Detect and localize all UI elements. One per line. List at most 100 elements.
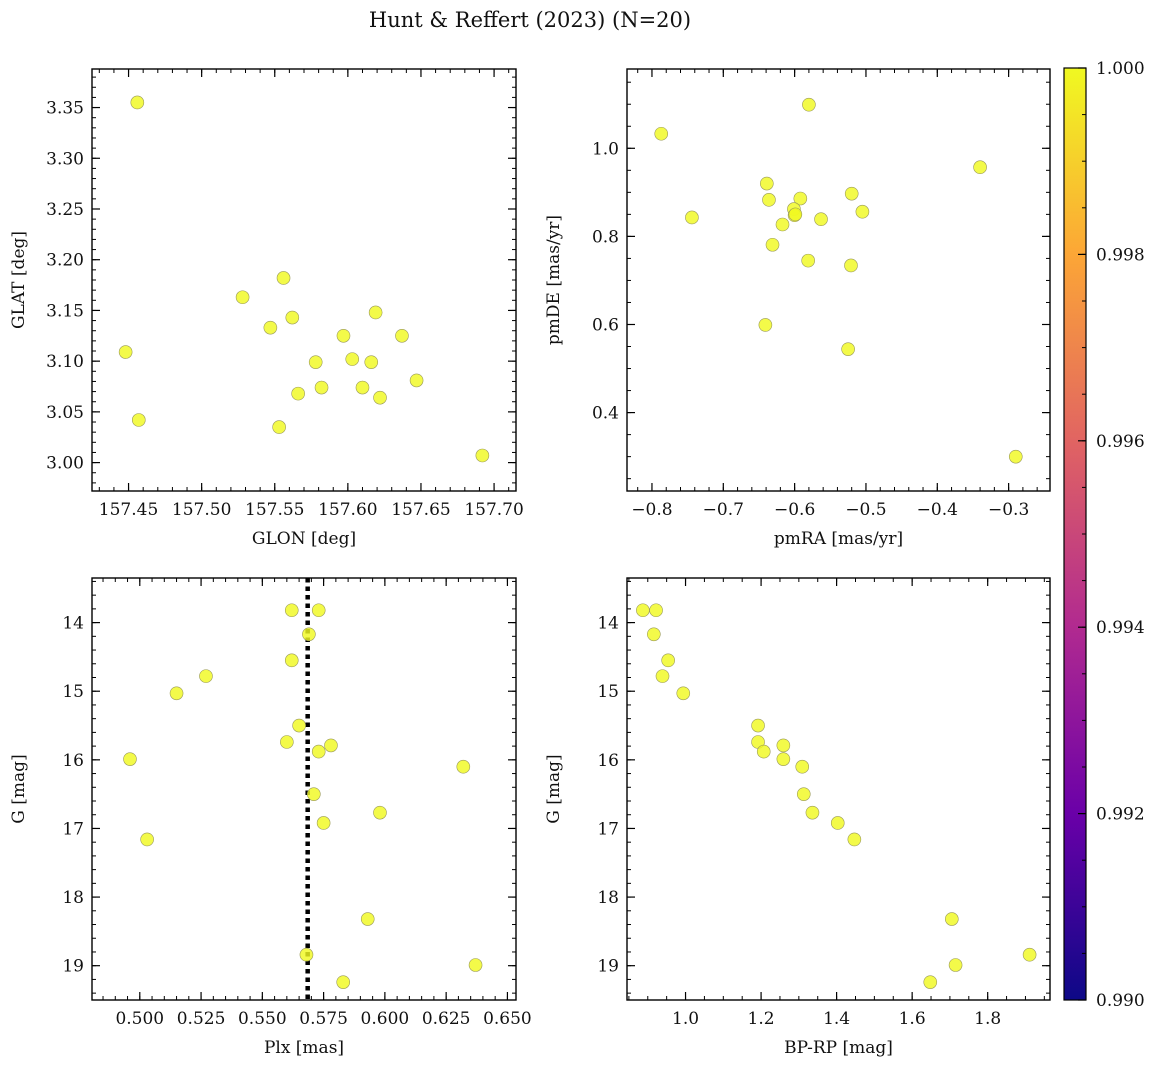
- data-point: [199, 669, 213, 683]
- y-tick-label: 0.4: [592, 404, 619, 424]
- data-point: [373, 390, 387, 405]
- y-tick-label: 14: [62, 614, 84, 634]
- data-point: [468, 958, 483, 972]
- y-axis-label: GLAT [deg]: [9, 231, 29, 329]
- data-point: [758, 318, 773, 332]
- y-tick-label: 0.6: [592, 315, 619, 335]
- data-point: [776, 752, 791, 766]
- data-point: [802, 97, 816, 112]
- y-tick-label: 3.10: [46, 352, 84, 372]
- data-point: [973, 160, 987, 175]
- data-point: [841, 342, 855, 356]
- x-tick-label: 157.50: [172, 500, 231, 520]
- data-point: [661, 653, 675, 668]
- x-tick-label: 0.575: [299, 1009, 348, 1029]
- y-tick-label: 17: [597, 819, 619, 839]
- x-tick-label: 0.550: [238, 1009, 287, 1029]
- axes-frame: [626, 577, 1051, 1001]
- y-tick-label: 3.30: [46, 149, 84, 169]
- data-point: [316, 816, 331, 830]
- data-point: [814, 212, 828, 227]
- data-point: [636, 603, 650, 618]
- y-tick-label: 15: [62, 682, 84, 702]
- y-tick-label: 3.15: [46, 301, 84, 321]
- data-point: [945, 912, 959, 926]
- data-point: [291, 386, 305, 401]
- y-tick-label: 3.20: [46, 251, 84, 271]
- y-tick-label: 15: [597, 682, 619, 702]
- colorbar-tick-label: 1.000: [1096, 59, 1145, 79]
- minor-ticks: [92, 69, 516, 491]
- data-point: [311, 744, 326, 759]
- data-point: [685, 210, 699, 225]
- data-point: [456, 759, 471, 774]
- axes-frame: [91, 577, 517, 1001]
- y-axis-label: G [mag]: [544, 754, 564, 823]
- x-tick-label: 1.8: [974, 1009, 1001, 1029]
- data-point: [676, 686, 691, 701]
- data-point: [475, 448, 490, 463]
- colorbar-tick-label: 0.994: [1096, 618, 1145, 638]
- x-tick-label: 157.45: [99, 500, 158, 520]
- data-point: [805, 805, 820, 820]
- data-point: [765, 237, 780, 252]
- x-tick-label: −0.3: [988, 500, 1029, 520]
- data-point: [292, 718, 306, 733]
- data-point: [751, 718, 765, 733]
- data-point: [302, 627, 316, 642]
- data-point: [923, 975, 938, 989]
- x-tick-label: 0.625: [422, 1009, 471, 1029]
- data-point: [801, 253, 815, 268]
- y-tick-label: 1.0: [592, 139, 619, 159]
- x-tick-label: 157.55: [245, 500, 304, 520]
- y-tick-label: 17: [62, 819, 84, 839]
- data-point: [130, 95, 145, 110]
- data-point: [762, 193, 776, 207]
- data-point: [284, 603, 299, 618]
- minor-ticks: [92, 578, 516, 1000]
- data-point: [299, 947, 314, 962]
- data-point: [948, 958, 963, 972]
- data-point: [830, 816, 845, 830]
- axes-frame: [626, 68, 1051, 492]
- data-point: [285, 310, 300, 325]
- colorbar-tick-label: 0.990: [1096, 991, 1145, 1011]
- x-tick-label: 1.6: [899, 1009, 926, 1029]
- data-point: [373, 805, 387, 820]
- data-point: [345, 352, 360, 366]
- y-axis-label: G [mag]: [9, 754, 29, 823]
- y-tick-label: 3.00: [46, 454, 84, 474]
- data-point: [272, 420, 286, 434]
- data-point: [118, 345, 133, 359]
- panel-plx-g: 0.500 0.525 0.550 0.575 0.600 0.625 0.650 14 15 1…: [9, 577, 532, 1058]
- data-point: [140, 832, 154, 847]
- data-point: [793, 191, 808, 206]
- x-tick-label: 0.650: [483, 1009, 532, 1029]
- data-point: [308, 355, 323, 369]
- y-axis-label: pmDE [mas/yr]: [544, 215, 564, 345]
- data-point: [654, 126, 669, 141]
- x-tick-label: −0.7: [703, 500, 744, 520]
- x-tick-label: −0.6: [774, 500, 815, 520]
- data-point: [795, 759, 810, 774]
- data-point: [324, 738, 338, 753]
- data-point: [796, 787, 811, 801]
- data-point: [844, 258, 858, 273]
- data-point: [655, 669, 670, 683]
- x-axis-label: pmRA [mas/yr]: [774, 529, 903, 549]
- data-point: [263, 320, 278, 335]
- x-tick-label: 1.2: [748, 1009, 775, 1029]
- y-tick-label: 3.25: [46, 200, 84, 220]
- x-tick-label: 0.525: [177, 1009, 226, 1029]
- data-point: [235, 290, 250, 305]
- x-axis-label: BP-RP [mag]: [784, 1038, 893, 1058]
- data-point: [169, 686, 184, 701]
- data-point: [647, 627, 661, 642]
- minor-ticks: [627, 69, 1050, 491]
- data-point: [1008, 449, 1023, 464]
- colorbar-tick-label: 0.998: [1096, 245, 1145, 265]
- data-point: [395, 328, 409, 343]
- data-point: [844, 186, 859, 201]
- data-point: [364, 355, 379, 369]
